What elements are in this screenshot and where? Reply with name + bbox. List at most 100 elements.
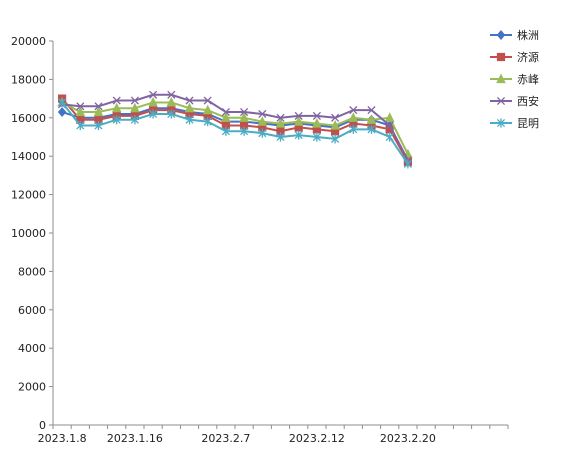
series-3 <box>57 96 413 159</box>
data-point <box>312 111 321 120</box>
data-point <box>331 113 340 122</box>
data-point <box>76 120 85 131</box>
legend-marker <box>496 52 506 62</box>
data-point <box>148 96 158 107</box>
data-point <box>111 102 122 113</box>
y-tick-label: 12000 <box>11 189 46 202</box>
data-point <box>276 113 285 122</box>
x-tick-label: 2023.1.8 <box>38 432 87 445</box>
data-point <box>130 96 139 105</box>
data-point <box>293 116 304 126</box>
data-point <box>94 102 103 111</box>
series-line <box>61 101 409 165</box>
data-point <box>276 132 285 142</box>
legend-entry: 赤峰 <box>490 73 539 86</box>
data-point <box>185 115 194 125</box>
data-point <box>258 128 267 138</box>
data-point <box>75 106 86 117</box>
data-point <box>312 118 322 128</box>
data-point <box>203 96 212 105</box>
data-point <box>366 114 377 124</box>
data-point <box>367 124 376 134</box>
legend-label: 昆明 <box>517 117 539 130</box>
data-point <box>385 132 394 142</box>
data-point <box>221 112 231 122</box>
data-point <box>331 134 340 144</box>
data-point <box>349 106 358 115</box>
data-point <box>112 96 121 105</box>
y-axis: 0 2000 4000 6000 8000 10000 12000 14000 16000 180… <box>11 35 54 432</box>
y-tick-label: 6000 <box>18 304 46 317</box>
legend-marker <box>496 30 506 40</box>
data-point <box>330 119 340 130</box>
data-point <box>221 126 230 136</box>
data-point <box>367 106 376 115</box>
data-point <box>94 120 103 131</box>
data-point <box>348 112 359 122</box>
legend-label: 西安 <box>517 94 539 108</box>
data-point <box>239 112 249 122</box>
legend-marker <box>496 118 506 128</box>
series-layer <box>57 90 413 169</box>
data-point <box>384 112 395 122</box>
legend-entry: 昆明 <box>490 117 539 130</box>
series-1 <box>57 103 413 167</box>
data-point <box>167 109 176 119</box>
y-tick-label: 4000 <box>18 342 46 355</box>
data-point <box>130 102 140 113</box>
data-point <box>149 109 158 119</box>
data-point <box>57 107 67 118</box>
legend-label: 赤峰 <box>517 73 539 86</box>
data-point <box>349 124 358 134</box>
data-point <box>93 106 104 117</box>
legend-label: 济源 <box>517 50 539 64</box>
legend-marker <box>496 96 506 106</box>
data-point <box>112 115 121 125</box>
series-line <box>61 93 409 161</box>
x-axis: 2023.1.8 2023.1.16 2023.2.7 2023.2.12 2023.2… <box>38 424 509 445</box>
data-point <box>184 102 195 113</box>
data-point <box>76 102 85 111</box>
data-point <box>149 90 158 99</box>
y-tick-label: 14000 <box>11 150 46 163</box>
y-tick-label: 16000 <box>11 112 46 125</box>
series-4 <box>58 90 412 165</box>
data-point <box>403 159 412 169</box>
data-point <box>58 97 67 108</box>
data-point <box>294 130 303 140</box>
data-point <box>294 111 303 120</box>
legend-entry: 西安 <box>490 94 539 108</box>
x-tick-label: 2023.2.20 <box>380 432 436 445</box>
data-point <box>202 104 213 115</box>
y-tick-label: 20000 <box>11 35 46 48</box>
y-tick-label: 2000 <box>18 381 46 394</box>
data-point <box>167 90 176 99</box>
data-point <box>221 107 230 117</box>
y-tick-label: 8000 <box>18 265 46 278</box>
data-point <box>203 117 212 127</box>
y-tick-label: 10000 <box>11 227 46 240</box>
x-tick-label: 2023.2.7 <box>201 432 250 445</box>
data-point <box>385 121 394 130</box>
data-point <box>185 96 194 105</box>
data-point <box>257 116 268 126</box>
data-point <box>166 96 177 107</box>
legend-entry: 株洲 <box>490 28 539 42</box>
data-point <box>312 132 321 142</box>
y-tick-label: 0 <box>39 419 46 432</box>
legend-label: 株洲 <box>517 28 539 42</box>
data-point <box>258 109 267 119</box>
data-point <box>130 115 139 125</box>
series-5 <box>58 97 412 169</box>
legend-marker <box>496 73 506 84</box>
data-point <box>240 126 249 136</box>
data-point <box>240 107 249 117</box>
data-point <box>275 118 286 128</box>
legend-entry: 济源 <box>490 50 539 64</box>
x-tick-label: 2023.2.12 <box>289 432 345 445</box>
y-tick-label: 18000 <box>11 73 46 86</box>
x-tick-label: 2023.1.16 <box>107 432 163 445</box>
